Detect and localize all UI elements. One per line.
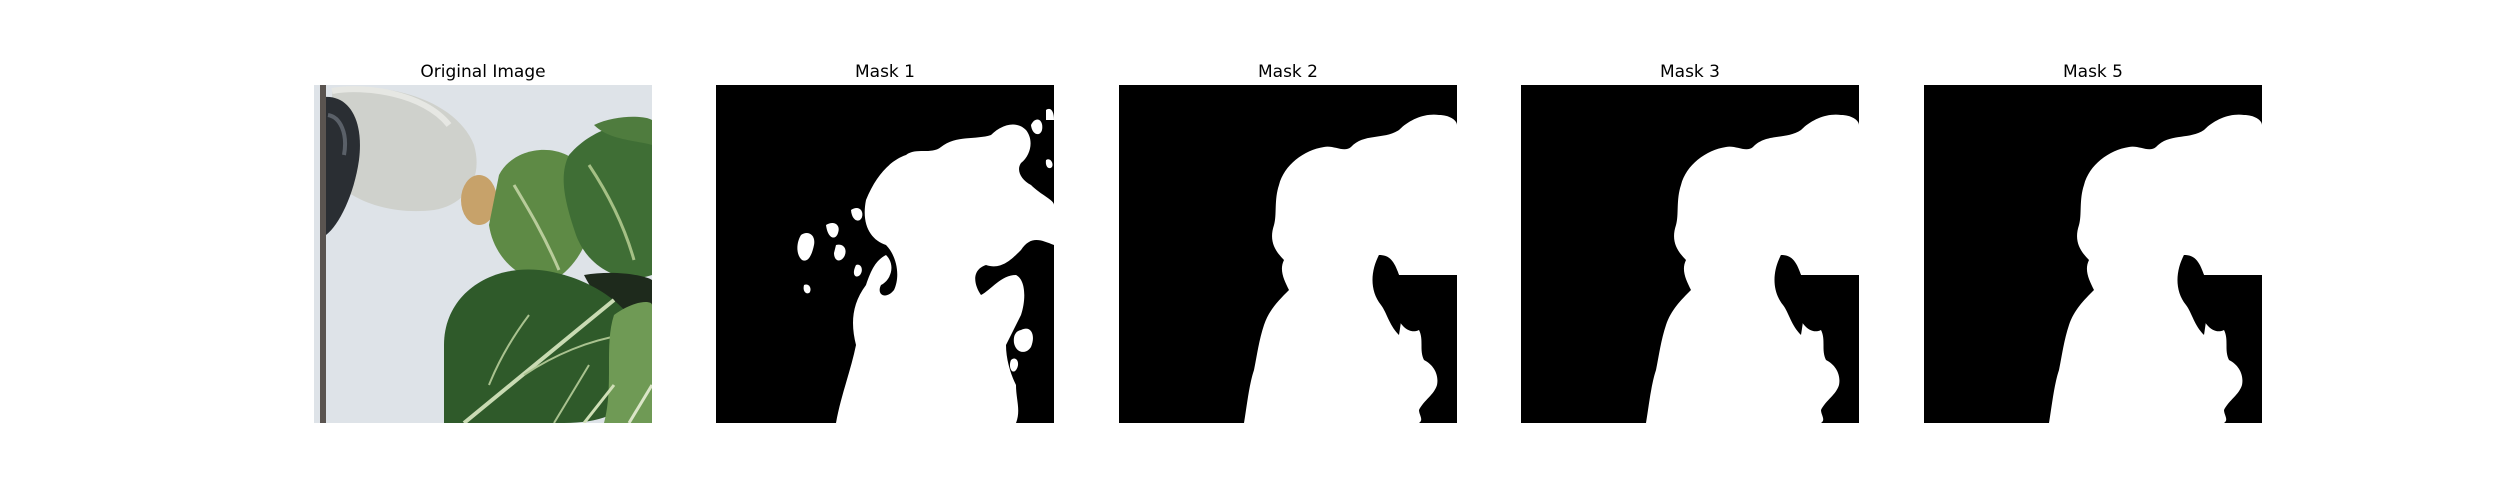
original-image xyxy=(314,85,652,423)
mask-image xyxy=(716,85,1054,423)
mask-panel: Mask 1 xyxy=(716,60,1054,423)
mask-panel: Mask 5 xyxy=(1924,60,2262,423)
mask-image xyxy=(1521,85,1859,423)
mask-panel: Mask 2 xyxy=(1119,60,1457,423)
panel-title: Original Image xyxy=(420,62,546,82)
panel-title: Mask 2 xyxy=(1257,62,1318,82)
mask-panel: Mask 3 xyxy=(1521,60,1859,423)
original-image-panel: Original Image xyxy=(314,60,652,423)
mask-image xyxy=(1924,85,2262,423)
panel-title: Mask 3 xyxy=(1659,62,1720,82)
panel-title: Mask 1 xyxy=(854,62,915,82)
mask-image xyxy=(1119,85,1457,423)
panel-title: Mask 5 xyxy=(2062,62,2123,82)
